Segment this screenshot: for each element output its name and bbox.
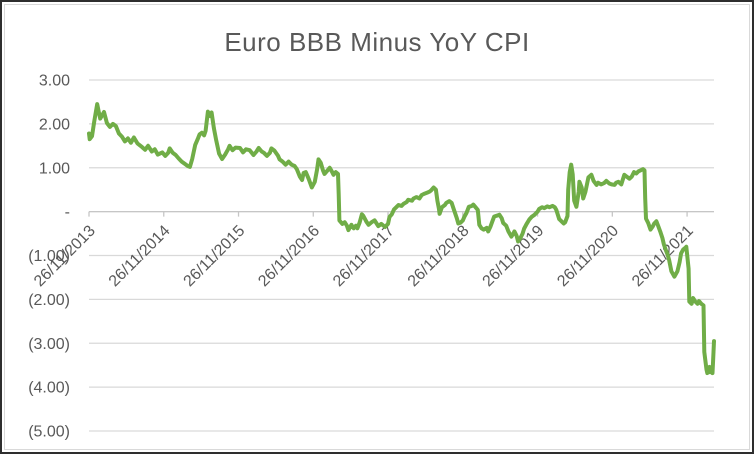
x-axis-label: 26/11/2018: [405, 222, 473, 290]
y-axis-label: (1.00): [28, 248, 70, 265]
x-axis-label: 26/11/2015: [181, 222, 249, 290]
y-axis-label: -: [65, 204, 70, 221]
y-axis-label: (2.00): [28, 292, 70, 309]
y-axis-label: 2.00: [39, 116, 70, 133]
series-line: [87, 102, 716, 376]
y-axis-label: (4.00): [28, 380, 70, 397]
x-axis-label: 26/11/2014: [106, 222, 174, 290]
x-axis-label: 26/11/2016: [255, 222, 323, 290]
x-axis-label: 26/11/2017: [330, 222, 398, 290]
y-axis-label: (3.00): [28, 336, 70, 353]
y-axis-label: (5.00): [28, 424, 70, 441]
chart-title: Euro BBB Minus YoY CPI: [224, 27, 530, 57]
y-axis-label: 3.00: [39, 73, 70, 90]
y-axis-label: 1.00: [39, 160, 70, 177]
x-axis-label: 26/11/2020: [554, 222, 622, 290]
